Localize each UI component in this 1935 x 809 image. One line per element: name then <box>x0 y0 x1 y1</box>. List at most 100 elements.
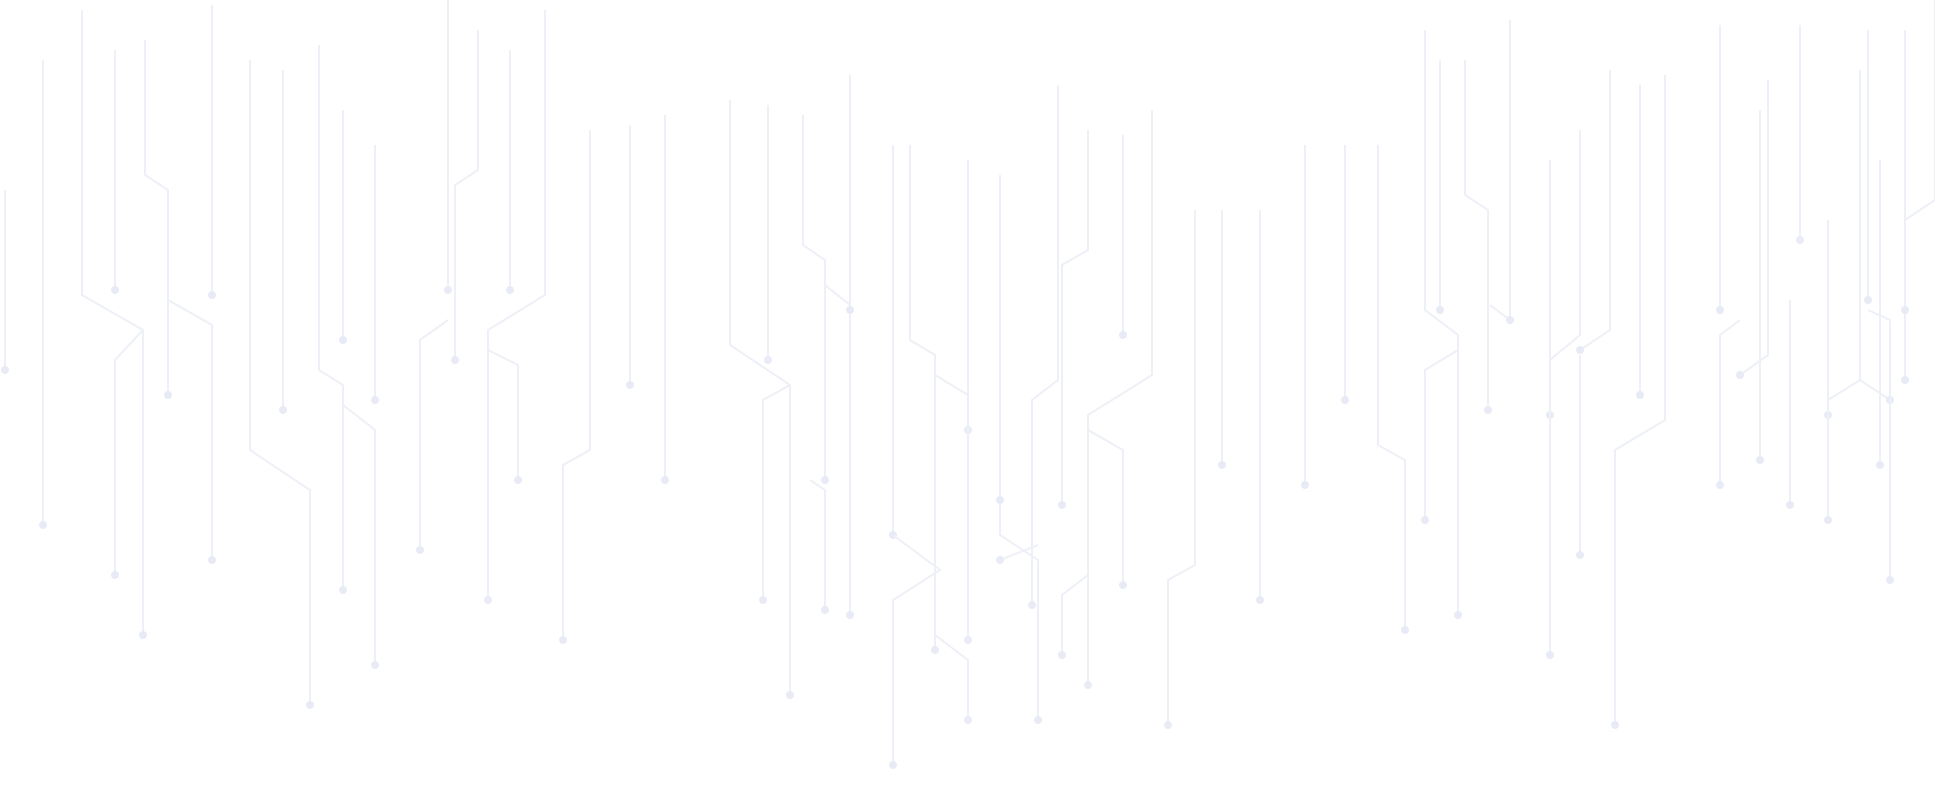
circuit-node <box>1256 596 1264 604</box>
circuit-node <box>846 611 854 619</box>
circuit-trace <box>487 349 519 480</box>
circuit-trace <box>892 534 942 765</box>
circuit-trace <box>318 45 344 590</box>
circuit-node <box>661 476 669 484</box>
circuit-node <box>821 476 829 484</box>
circuit-trace <box>487 10 546 600</box>
circuit-node <box>371 396 379 404</box>
circuit-trace <box>1739 80 1769 376</box>
circuit-node <box>1886 576 1894 584</box>
circuit-trace <box>1087 110 1153 685</box>
circuit-node <box>759 596 767 604</box>
circuit-node <box>164 391 172 399</box>
circuit-node <box>996 496 1004 504</box>
circuit-node <box>1636 391 1644 399</box>
circuit-trace <box>454 30 479 360</box>
circuit-trace <box>1549 130 1581 655</box>
circuit-node <box>626 381 634 389</box>
circuit-node <box>1401 626 1409 634</box>
circuit-node <box>416 546 424 554</box>
circuit-node <box>1901 376 1909 384</box>
circuit-node <box>111 286 119 294</box>
circuit-node <box>1864 296 1872 304</box>
circuit-node <box>889 761 897 769</box>
circuit-node <box>1901 306 1909 314</box>
circuit-trace <box>1424 349 1459 520</box>
circuit-node <box>1084 681 1092 689</box>
circuit-trace <box>809 479 826 610</box>
circuit-node <box>1341 396 1349 404</box>
circuit-node <box>1786 501 1794 509</box>
circuit-node <box>1454 611 1462 619</box>
circuit-node <box>1058 651 1066 659</box>
circuit-trace <box>1377 145 1406 630</box>
circuit-node <box>964 716 972 724</box>
circuit-trace <box>1061 574 1089 655</box>
circuit-trace <box>114 329 144 575</box>
circuit-node <box>208 291 216 299</box>
circuit-trace <box>144 40 169 395</box>
circuit-trace <box>1859 379 1891 401</box>
circuit-node <box>1756 456 1764 464</box>
circuit-node <box>1301 481 1309 489</box>
circuit-node <box>1119 581 1127 589</box>
circuit-trace <box>81 10 144 635</box>
circuit-node <box>764 356 772 364</box>
circuit-node <box>1218 461 1226 469</box>
circuit-node <box>371 661 379 669</box>
circuit-trace <box>909 145 936 650</box>
circuit-node <box>996 556 1004 564</box>
circuit-trace <box>1031 85 1059 605</box>
circuit-trace <box>1719 319 1741 485</box>
circuit-node <box>1876 461 1884 469</box>
circuit-node <box>1 366 9 374</box>
circuit-trace <box>762 384 791 600</box>
circuit-node <box>1716 306 1724 314</box>
circuit-node <box>1484 406 1492 414</box>
circuit-trace <box>1867 309 1891 580</box>
circuit-trace <box>249 60 311 705</box>
circuit-trace <box>1614 75 1666 725</box>
circuit-node <box>1576 346 1584 354</box>
circuit-trace <box>802 115 826 480</box>
circuit-node <box>208 556 216 564</box>
circuit-node <box>1034 716 1042 724</box>
circuit-node <box>1796 236 1804 244</box>
circuit-node <box>964 636 972 644</box>
circuit-node <box>1736 371 1744 379</box>
circuit-node <box>306 701 314 709</box>
circuit-trace <box>1087 429 1124 585</box>
circuit-node <box>279 406 287 414</box>
circuit-node <box>931 646 939 654</box>
circuit-node <box>1164 721 1172 729</box>
circuit-node <box>506 286 514 294</box>
circuit-node <box>339 586 347 594</box>
circuit-trace <box>167 299 213 560</box>
circuit-trace <box>419 319 449 550</box>
circuit-node <box>1119 331 1127 339</box>
circuit-node <box>559 636 567 644</box>
circuit-node <box>39 521 47 529</box>
circuit-node <box>514 476 522 484</box>
circuit-node <box>1058 501 1066 509</box>
circuit-trace <box>342 404 376 665</box>
circuit-node <box>1611 721 1619 729</box>
circuit-trace <box>934 374 969 640</box>
circuit-node <box>786 691 794 699</box>
circuit-node <box>1436 306 1444 314</box>
circuit-node <box>339 336 347 344</box>
circuit-node <box>451 356 459 364</box>
circuit-node <box>1716 481 1724 489</box>
circuit-trace <box>562 130 591 640</box>
circuit-node <box>1506 316 1514 324</box>
circuit-trace <box>1827 70 1861 520</box>
circuit-trace <box>729 100 791 695</box>
circuit-node <box>484 596 492 604</box>
circuit-node <box>821 606 829 614</box>
circuit-node <box>1421 516 1429 524</box>
circuit-trace <box>1579 70 1611 351</box>
circuit-trace <box>1489 304 1511 321</box>
circuit-trace <box>1904 0 1935 380</box>
